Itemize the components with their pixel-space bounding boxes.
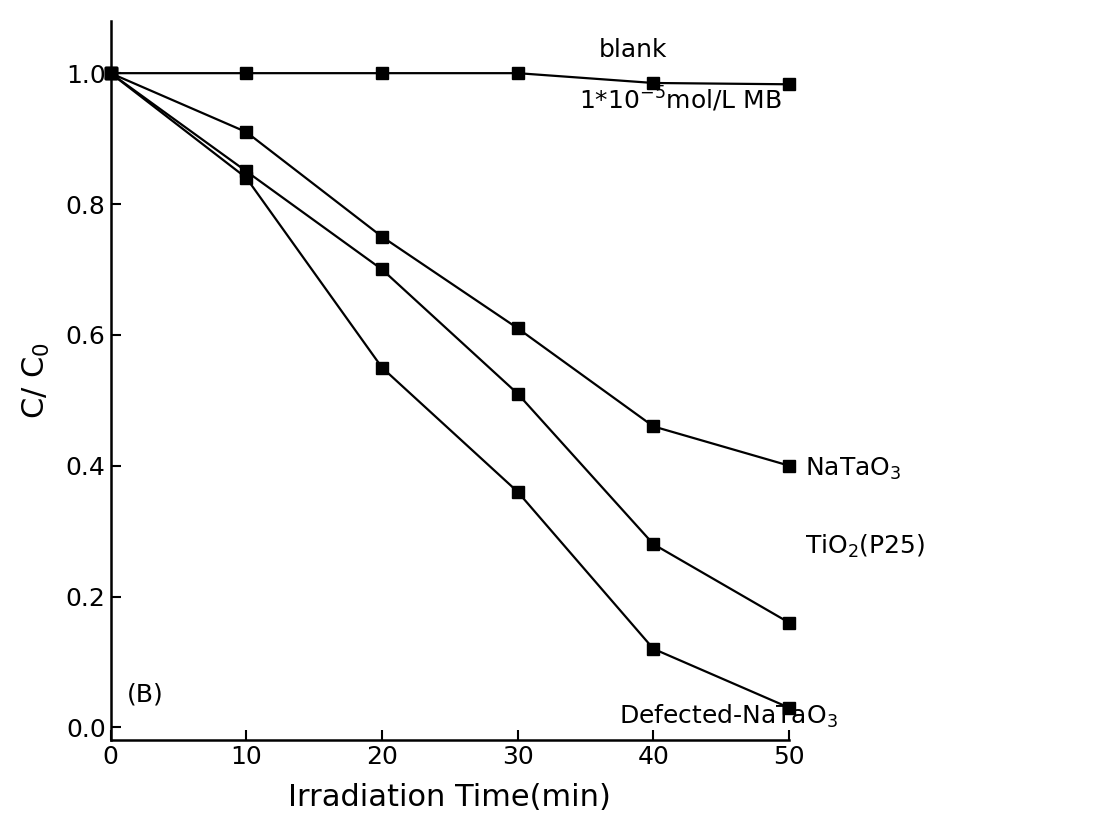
Y-axis label: C/ C$_0$: C/ C$_0$ xyxy=(21,342,52,419)
Text: NaTaO$_3$: NaTaO$_3$ xyxy=(806,456,902,481)
Text: (B): (B) xyxy=(127,682,163,706)
Text: TiO$_2$(P25): TiO$_2$(P25) xyxy=(806,533,926,560)
Text: 1*10$^{-5}$mol/L MB: 1*10$^{-5}$mol/L MB xyxy=(579,85,781,114)
Text: blank: blank xyxy=(600,37,667,62)
X-axis label: Irradiation Time(min): Irradiation Time(min) xyxy=(288,783,612,812)
Text: Defected-NaTaO$_3$: Defected-NaTaO$_3$ xyxy=(619,703,838,731)
